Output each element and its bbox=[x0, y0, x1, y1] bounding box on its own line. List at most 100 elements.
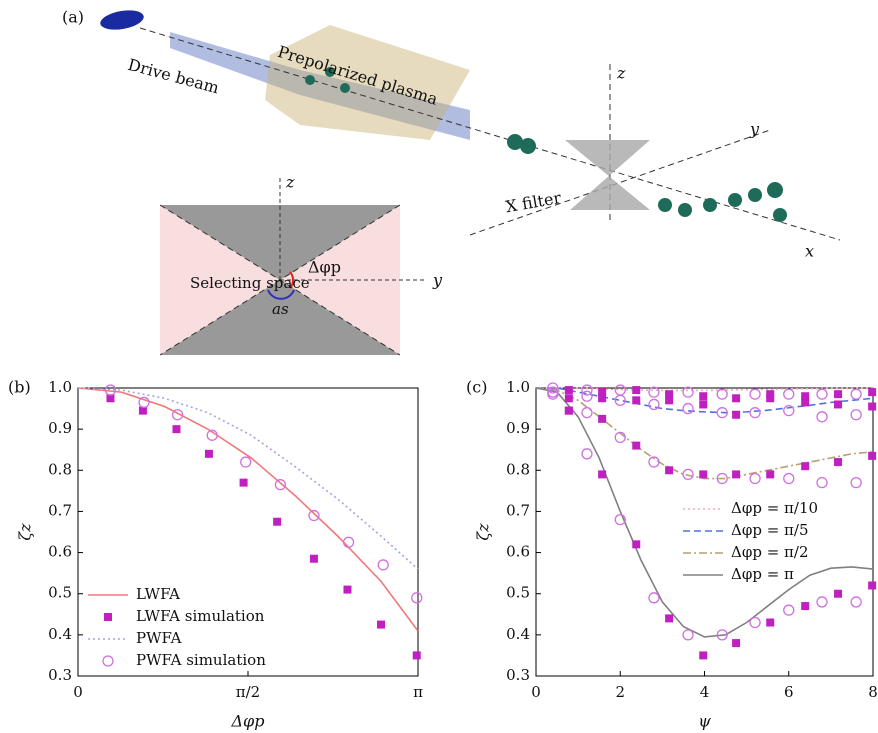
square-marker bbox=[665, 396, 674, 405]
panel-label: (c) bbox=[466, 378, 487, 397]
legend-label: PWFA simulation bbox=[136, 651, 266, 669]
square-marker bbox=[801, 602, 810, 611]
square-marker bbox=[766, 394, 775, 403]
angle-label: Δφp bbox=[308, 258, 341, 277]
square-marker bbox=[598, 394, 607, 403]
y-tick-label: 0.9 bbox=[48, 419, 72, 437]
circle-marker bbox=[850, 476, 862, 489]
square-marker bbox=[732, 410, 741, 419]
square-marker bbox=[699, 400, 708, 409]
square-marker bbox=[699, 392, 708, 401]
y-axis bbox=[469, 129, 771, 236]
x-tick-label: 6 bbox=[784, 683, 794, 701]
square-marker bbox=[665, 390, 674, 399]
square-marker bbox=[868, 402, 877, 411]
drive-beam bbox=[170, 32, 470, 140]
circle-marker bbox=[342, 536, 355, 548]
circle-marker bbox=[614, 394, 626, 406]
circle-marker bbox=[682, 468, 694, 481]
plot-frame bbox=[535, 387, 874, 677]
y-axis-label: ζz bbox=[474, 523, 493, 541]
axis-label: z bbox=[616, 64, 626, 83]
circle-marker bbox=[749, 407, 761, 419]
square-marker bbox=[412, 651, 421, 660]
square-marker bbox=[732, 639, 741, 648]
circle-marker bbox=[581, 448, 593, 460]
space-label: Selecting space bbox=[190, 274, 310, 292]
x-tick-label: 0 bbox=[73, 683, 83, 701]
as-arc bbox=[267, 289, 295, 300]
circle-marker bbox=[816, 411, 828, 423]
x-tick-label: 2 bbox=[615, 683, 625, 701]
y-tick-label: 0.9 bbox=[506, 419, 530, 437]
y-tick-label: 1.0 bbox=[48, 378, 72, 396]
x-tick-label: π bbox=[413, 683, 423, 701]
square-marker bbox=[632, 396, 641, 405]
circle-marker bbox=[308, 509, 320, 522]
square-marker bbox=[834, 589, 843, 598]
beam-axis bbox=[139, 27, 841, 241]
square-marker bbox=[766, 470, 775, 479]
axis-label: z bbox=[285, 173, 295, 192]
square-marker bbox=[801, 462, 810, 471]
axis-label: y bbox=[749, 120, 760, 139]
circle-marker bbox=[377, 559, 389, 571]
circle-marker bbox=[274, 479, 287, 491]
axis-label: y bbox=[432, 271, 443, 290]
square-marker bbox=[377, 620, 386, 629]
legend-label: Δφp = π/5 bbox=[731, 521, 809, 539]
square-marker bbox=[138, 406, 147, 415]
square-marker bbox=[598, 470, 607, 479]
circle-marker bbox=[648, 592, 660, 604]
y-tick-label: 1.0 bbox=[506, 378, 530, 396]
y-tick-label: 0.6 bbox=[506, 543, 530, 561]
circle-marker bbox=[816, 388, 828, 400]
square-marker bbox=[732, 394, 741, 403]
circle-marker bbox=[171, 409, 184, 421]
as-label: as bbox=[272, 300, 289, 318]
square-marker bbox=[204, 449, 213, 458]
x-tick-label: 0 bbox=[531, 683, 541, 701]
circle-marker bbox=[783, 604, 795, 616]
square-marker bbox=[564, 394, 573, 403]
square-marker bbox=[564, 406, 573, 415]
x-filter bbox=[565, 140, 650, 210]
square-marker bbox=[598, 388, 607, 397]
circle-marker bbox=[783, 472, 795, 485]
y-tick-label: 0.4 bbox=[506, 625, 530, 643]
y-tick-label: 0.7 bbox=[48, 501, 72, 519]
circle-marker bbox=[411, 592, 423, 604]
circle-marker bbox=[614, 514, 626, 526]
circle-marker bbox=[581, 390, 593, 402]
circle-marker bbox=[716, 629, 728, 641]
panel-label: (b) bbox=[8, 378, 31, 397]
circle-marker bbox=[850, 409, 862, 421]
legend-label: Δφp = π/2 bbox=[731, 543, 809, 561]
square-marker bbox=[699, 470, 708, 479]
square-marker bbox=[801, 398, 810, 407]
circle-marker bbox=[581, 407, 593, 419]
circle-marker bbox=[104, 384, 117, 396]
circle-marker bbox=[547, 386, 559, 398]
circle-marker bbox=[240, 456, 252, 468]
circle-marker bbox=[716, 407, 728, 419]
plot-frame bbox=[77, 387, 419, 677]
circle-marker bbox=[648, 398, 660, 411]
x-axis-label: Δφp bbox=[231, 712, 265, 731]
square-marker bbox=[632, 540, 641, 549]
axis-label: x bbox=[805, 242, 814, 261]
square-marker bbox=[868, 581, 877, 590]
square-marker bbox=[564, 386, 573, 395]
square-marker bbox=[834, 400, 843, 409]
circle-marker bbox=[783, 404, 795, 417]
x-tick-label: 8 bbox=[868, 683, 878, 701]
circle-marker bbox=[547, 382, 559, 394]
y-tick-label: 0.8 bbox=[506, 460, 530, 478]
legend-label: Δφp = π/10 bbox=[731, 499, 818, 517]
circle-marker bbox=[749, 472, 761, 485]
x-tick-label: 4 bbox=[700, 683, 710, 701]
square-marker bbox=[732, 470, 741, 479]
circle-marker bbox=[648, 456, 660, 468]
panel-label: (a) bbox=[62, 8, 84, 27]
square-marker bbox=[766, 390, 775, 399]
